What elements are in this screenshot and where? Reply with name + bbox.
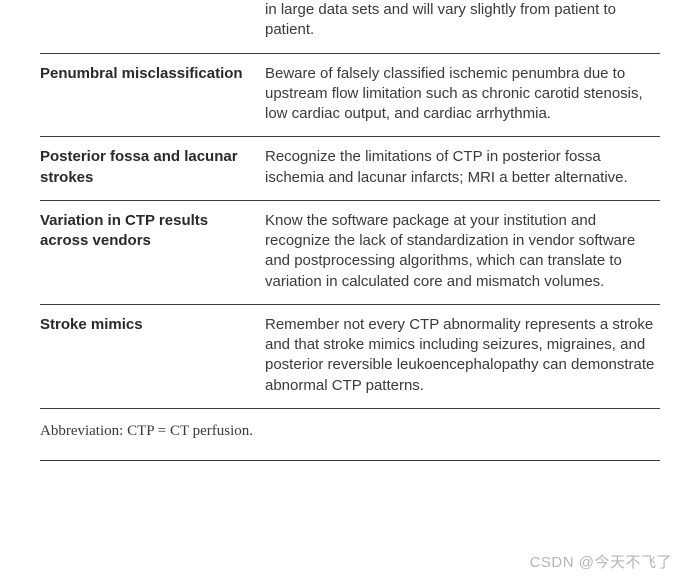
row-term: Stroke mimics: [40, 315, 265, 396]
watermark-text: CSDN @今天不飞了: [530, 551, 672, 572]
row-term: Variation in CTP results across vendors: [40, 211, 265, 292]
footnote-text: Abbreviation: CTP = CT perfusion.: [40, 423, 253, 439]
row-term: [40, 0, 265, 41]
row-term: Penumbral misclassification: [40, 64, 265, 125]
table-row: Stroke mimics Remember not every CTP abn…: [40, 305, 660, 409]
row-description: Know the software package at your instit…: [265, 211, 660, 292]
row-description: Beware of falsely classified ischemic pe…: [265, 64, 660, 125]
table-row: Variation in CTP results across vendors …: [40, 201, 660, 305]
table-row: in large data sets and will vary slightl…: [40, 0, 660, 54]
table-footnote: Abbreviation: CTP = CT perfusion.: [40, 409, 660, 461]
row-description: in large data sets and will vary slightl…: [265, 0, 660, 41]
row-term: Posterior fossa and lacunar strokes: [40, 147, 265, 188]
table-row: Penumbral misclassification Beware of fa…: [40, 54, 660, 138]
row-description: Recognize the limitations of CTP in post…: [265, 147, 660, 188]
row-description: Remember not every CTP abnormality repre…: [265, 315, 660, 396]
definitions-table: in large data sets and will vary slightl…: [0, 0, 700, 461]
table-row: Posterior fossa and lacunar strokes Reco…: [40, 137, 660, 201]
